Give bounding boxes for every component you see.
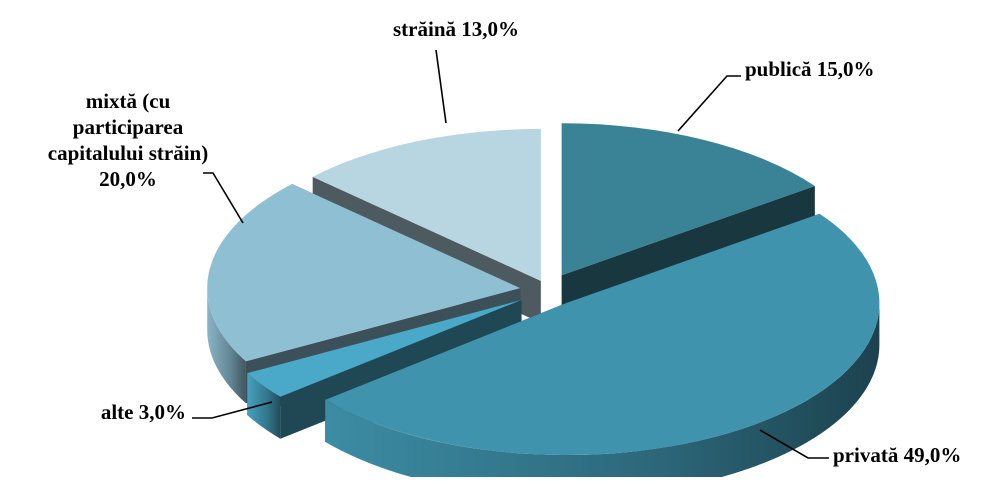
slice-alte-wall-1: [247, 299, 522, 416]
leader-line-straina: [435, 49, 447, 124]
slice-straina-top: [312, 128, 541, 281]
data-label-mixta: mixtă (cu participarea capitalului străin)…: [48, 89, 208, 191]
data-label-publica: publică 15,0%: [745, 57, 875, 81]
slice-publica-top: [561, 123, 815, 276]
leader-line-alte: [192, 401, 273, 419]
slice-privata-top: [325, 213, 880, 456]
slice-alte-top: [247, 299, 522, 397]
data-labels-layer: publică 15,0% privată 49,0% alte 3,0% mixtă…: [48, 17, 962, 467]
data-label-straina: străină 13,0%: [393, 17, 519, 41]
slice-mixta-top: [207, 184, 521, 362]
leader-lines-layer: [192, 49, 829, 459]
slice-alte-outer-wall-0: [247, 373, 281, 439]
data-label-alte: alte 3,0%: [101, 400, 186, 424]
pie-tops-layer: [207, 123, 880, 456]
leader-line-mixta: [203, 172, 244, 224]
slice-privata-outer-wall-0: [325, 303, 880, 482]
leader-line-privata: [759, 429, 829, 459]
slice-mixta-outer-wall-0: [207, 288, 246, 404]
data-label-privata: privată 49,0%: [833, 443, 961, 467]
leader-line-publica: [677, 75, 741, 132]
